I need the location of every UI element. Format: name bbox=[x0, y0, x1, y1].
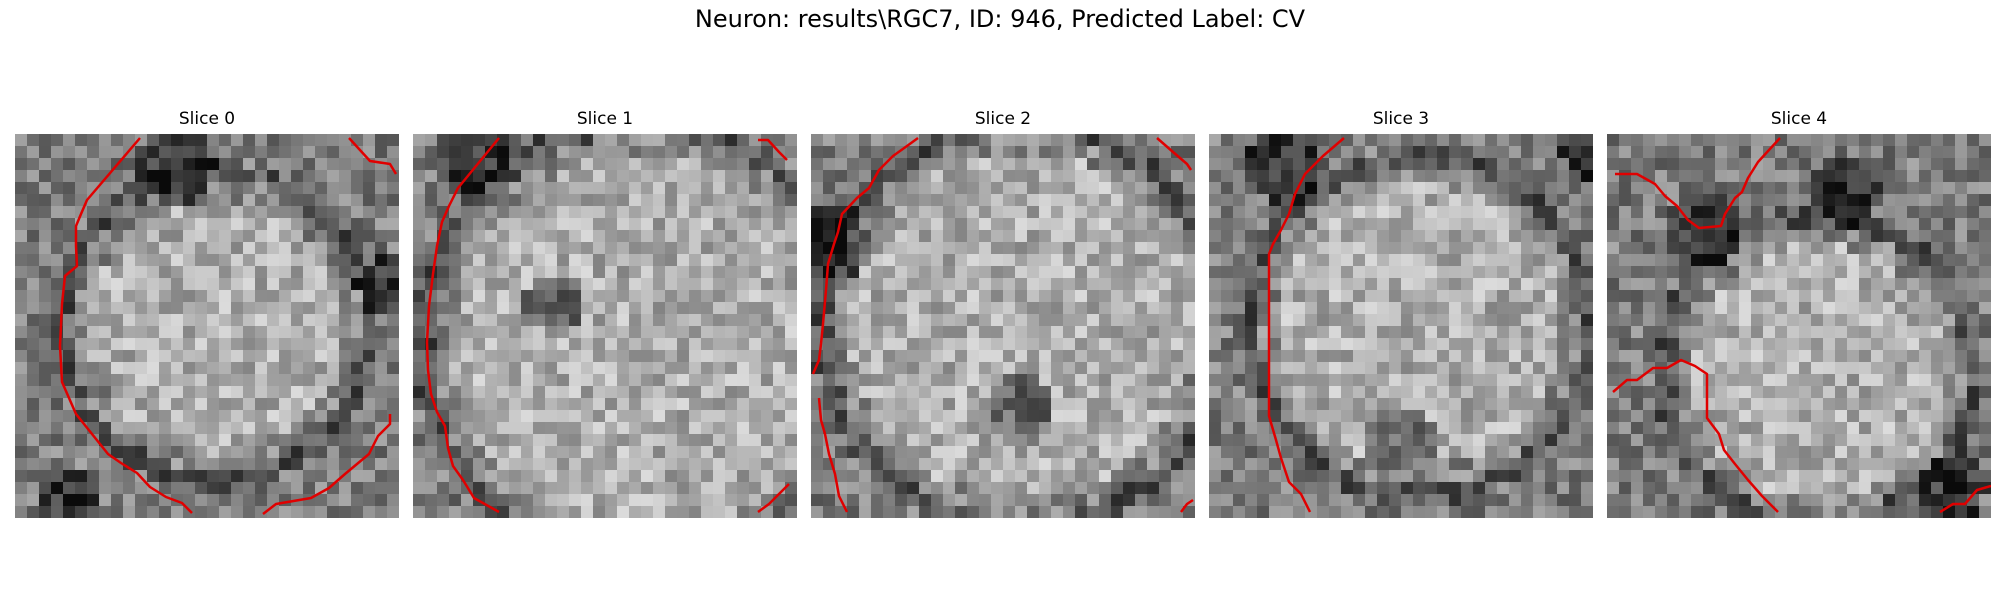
slice-2-svg bbox=[811, 134, 1195, 518]
slice-panel-0: Slice 0 bbox=[15, 108, 399, 518]
contour-line bbox=[1267, 137, 1345, 513]
contour-line bbox=[817, 397, 849, 513]
slice-panel-2: Slice 2 bbox=[811, 108, 1195, 518]
slice-title-1: Slice 1 bbox=[576, 109, 634, 129]
contour-line bbox=[425, 137, 500, 514]
slice-panel-3: Slice 3 bbox=[1209, 108, 1593, 518]
slice-title-4: Slice 4 bbox=[1770, 109, 1828, 129]
contour-line bbox=[58, 137, 193, 514]
contour-line bbox=[1156, 137, 1193, 171]
contour-line bbox=[757, 483, 790, 514]
contour-line bbox=[262, 414, 392, 515]
slice-0-svg bbox=[15, 134, 399, 518]
slice-panel-1: Slice 1 bbox=[413, 108, 797, 518]
slice-title-2: Slice 2 bbox=[974, 109, 1032, 129]
contour-line bbox=[811, 136, 919, 375]
contour-line bbox=[1180, 498, 1194, 513]
contour-line bbox=[1612, 358, 1779, 513]
contour-line bbox=[1615, 137, 1781, 230]
slice-panel-4: Slice 4 bbox=[1607, 108, 1991, 518]
contour-line bbox=[348, 137, 398, 175]
slice-image-0 bbox=[15, 134, 399, 518]
slice-image-4 bbox=[1607, 134, 1991, 518]
slice-4-svg bbox=[1607, 134, 1991, 518]
figure-title: Neuron: results\RGC7, ID: 946, Predicted… bbox=[694, 5, 1306, 33]
slice-title-3: Slice 3 bbox=[1372, 109, 1430, 129]
slice-image-2 bbox=[811, 134, 1195, 518]
contour-line bbox=[1939, 484, 1991, 514]
slice-3-svg bbox=[1209, 134, 1593, 518]
contour-line bbox=[758, 138, 788, 161]
slice-title-0: Slice 0 bbox=[178, 109, 236, 129]
slice-1-svg bbox=[413, 134, 797, 518]
slice-image-3 bbox=[1209, 134, 1593, 518]
slice-image-1 bbox=[413, 134, 797, 518]
